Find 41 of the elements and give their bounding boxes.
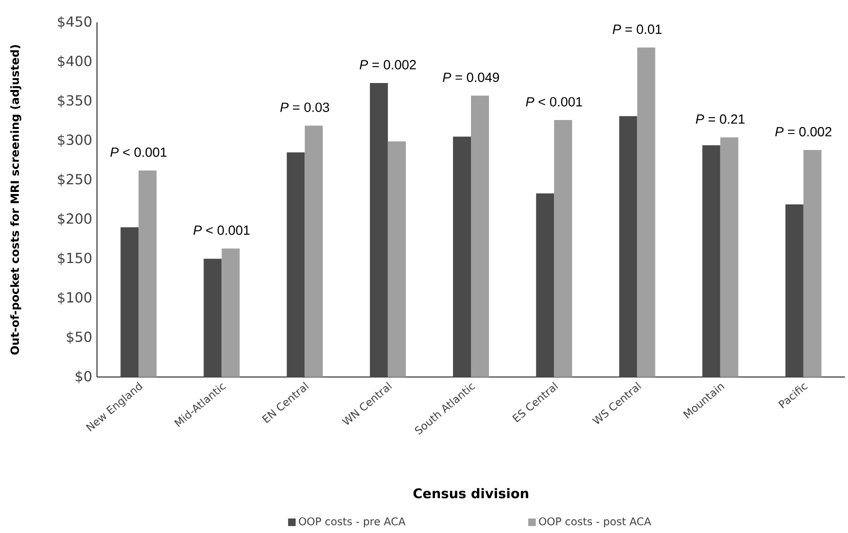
legend-label: OOP costs - pre ACA — [298, 518, 406, 528]
bar — [222, 248, 240, 378]
bar — [388, 142, 406, 378]
x-axis-title: Census division — [413, 488, 528, 499]
bar — [554, 120, 572, 378]
bar — [803, 150, 822, 378]
bar — [619, 116, 638, 378]
y-tick-label: $100 — [58, 292, 92, 305]
y-tick-label: $0 — [76, 370, 92, 384]
y-tick-label: $450 — [58, 16, 92, 29]
annotation: P = 0.049 — [442, 72, 499, 82]
y-tick-label: $250 — [58, 174, 92, 187]
annotation: P < 0.001 — [193, 226, 250, 236]
annotation: P = 0.002 — [360, 60, 416, 70]
bar — [304, 126, 323, 378]
bar — [120, 227, 139, 378]
y-tick-label: $350 — [58, 95, 92, 108]
annotation: P = 0.03 — [280, 102, 330, 112]
annotation: P = 0.21 — [696, 114, 745, 124]
y-tick-label: $200 — [58, 213, 92, 226]
bar — [785, 204, 804, 378]
bar — [138, 170, 157, 378]
y-tick-label: $50 — [66, 332, 92, 344]
legend-label: OOP costs - post ACA — [539, 518, 652, 528]
bar — [452, 136, 471, 378]
annotation: P = 0.01 — [612, 24, 662, 34]
y-tick-label: $150 — [58, 252, 92, 266]
bar — [637, 48, 656, 378]
annotation: P = 0.002 — [775, 127, 832, 137]
y-tick-label: $300 — [58, 134, 92, 148]
annotation: P < 0.001 — [526, 97, 582, 107]
y-tick-label: $400 — [58, 56, 92, 68]
bar — [470, 96, 489, 378]
bar — [536, 194, 554, 378]
bar — [370, 83, 388, 378]
annotation: P < 0.001 — [110, 148, 167, 158]
bar — [286, 152, 305, 378]
bar — [702, 146, 720, 378]
bar — [720, 138, 738, 378]
bar — [204, 259, 222, 378]
y-axis-title: Out-of-pocket costs for MRI screening (adjusted) — [10, 45, 22, 355]
